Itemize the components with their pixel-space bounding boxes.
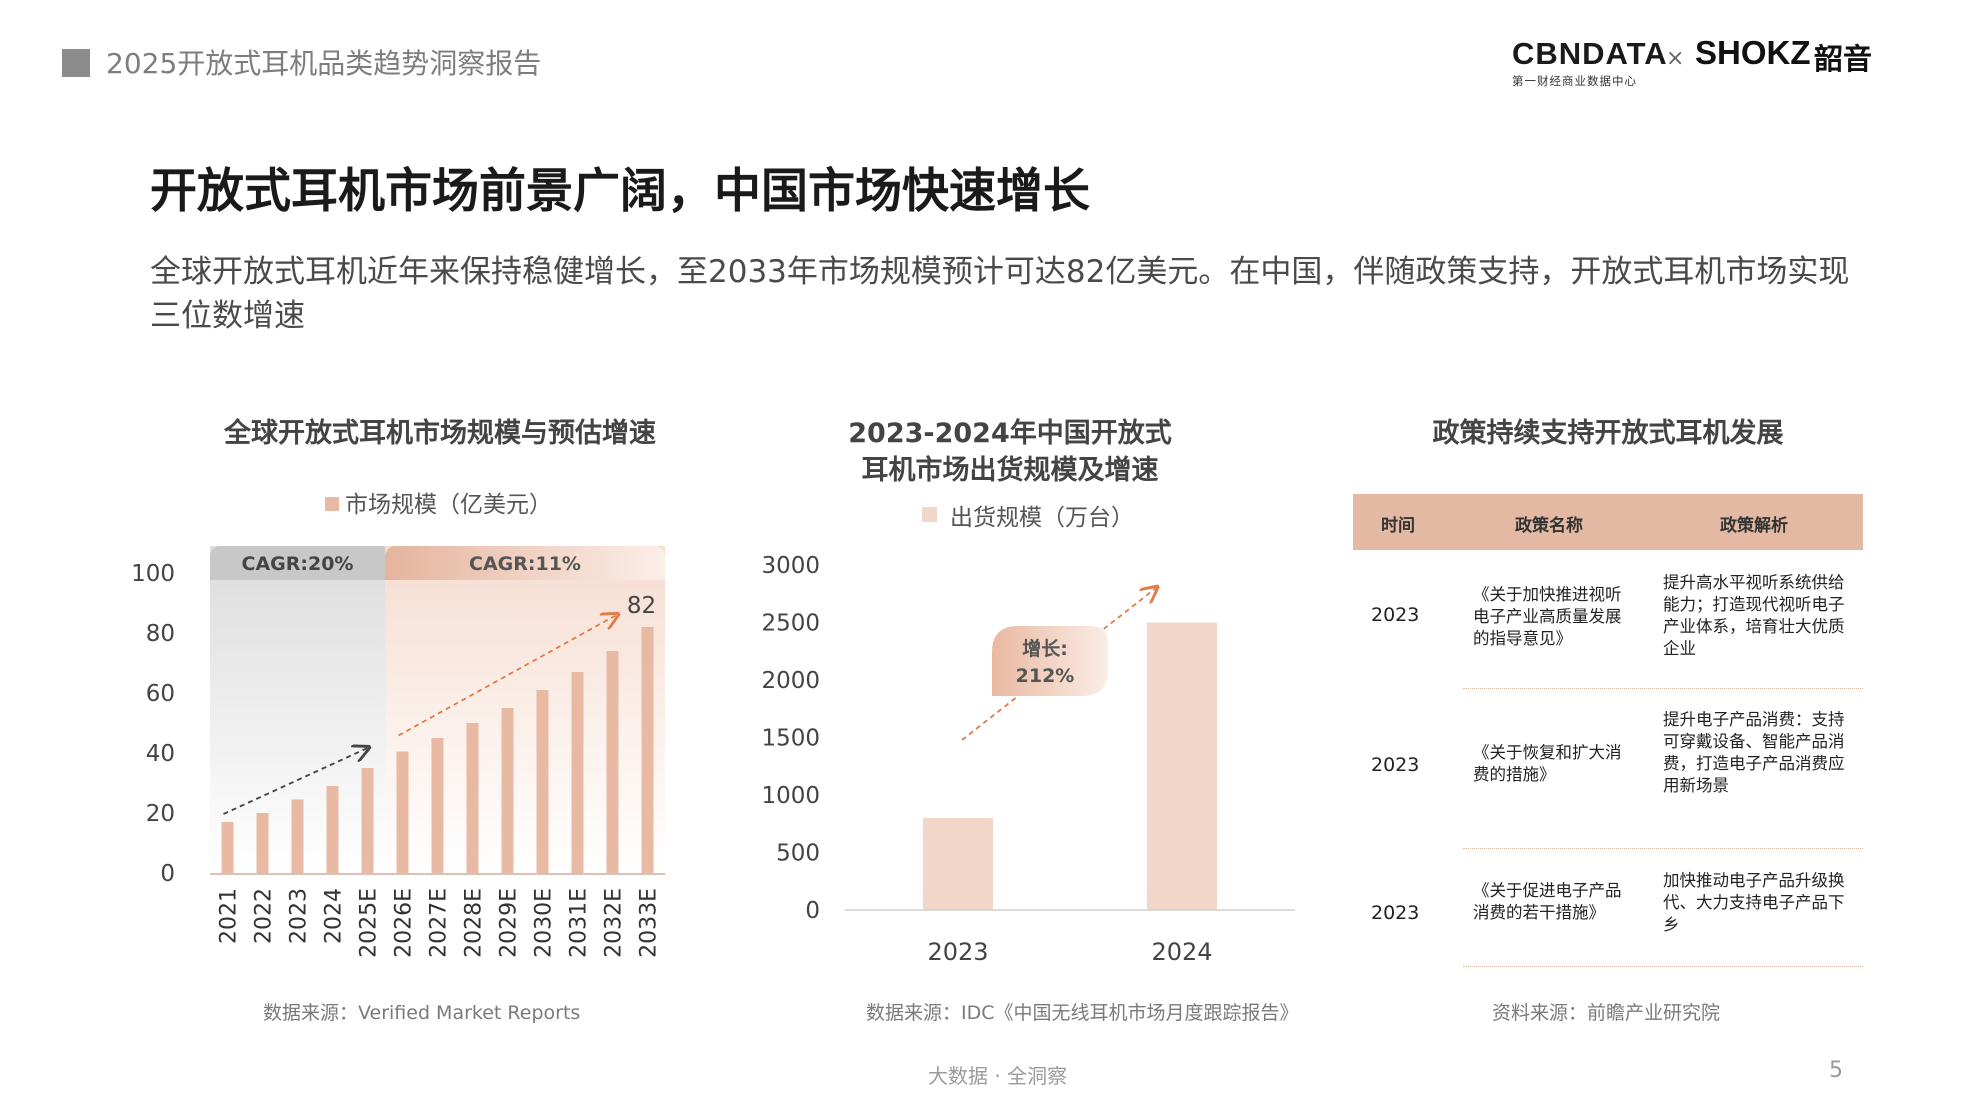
header-time: 时间 <box>1381 516 1415 536</box>
y-tick-label: 1000 <box>761 783 820 809</box>
x-tick-label: 2021 <box>217 888 242 944</box>
footer-slogan: 大数据 · 全洞察 <box>928 1064 1068 1088</box>
forecast-background <box>385 546 665 873</box>
cagr-label-forecast: CAGR:11% <box>469 553 581 575</box>
bar-2027E <box>431 738 444 873</box>
bar-2023 <box>291 799 304 873</box>
bar-2022 <box>256 813 269 873</box>
cagr-tag-historical <box>210 546 385 580</box>
x-tick-label: 2026E <box>392 888 417 958</box>
y-tick-label: 500 <box>776 841 820 867</box>
y-tick-label: 1500 <box>761 726 820 752</box>
y-tick-label: 40 <box>146 741 175 767</box>
growth-label-line1: 增长: <box>1022 637 1068 660</box>
chart2-title-line1: 2023-2024年中国开放式 <box>848 418 1172 449</box>
row-policy-name: 《关于促进电子产品消费的若干措施》 <box>1473 881 1622 922</box>
x-tick-label: 2023 <box>287 888 312 944</box>
x-tick-label: 2030E <box>532 888 557 958</box>
cagr-label-historical: CAGR:20% <box>242 553 354 575</box>
legend-label: 出货规模（万台） <box>950 505 1134 531</box>
y-tick-label: 3000 <box>761 553 820 579</box>
bar-2031E <box>571 672 584 873</box>
y-tick-label: 2500 <box>761 611 820 637</box>
bar-2025E <box>361 768 374 873</box>
chart1-title: 全球开放式耳机市场规模与预估增速 <box>224 418 656 449</box>
shokz-logo-chinese: 韶音 <box>1814 42 1873 76</box>
data-label-2033E: 82 <box>627 593 656 619</box>
bar-2032E <box>606 651 619 873</box>
header-square-icon <box>62 49 90 77</box>
x-tick-label: 2028E <box>462 888 487 958</box>
header-policy-analysis: 政策解析 <box>1720 516 1788 536</box>
x-tick-label: 2033E <box>637 888 662 958</box>
x-tick-label: 2027E <box>427 888 452 958</box>
trend-arrow-forecast <box>398 615 617 737</box>
bar-2028E <box>466 723 479 873</box>
x-tick-label: 2024 <box>1151 938 1212 966</box>
x-tick-label: 2029E <box>497 888 522 958</box>
page-subtitle: 全球开放式耳机近年来保持稳健增长，至2033年市场规模预计可达82亿美元。在中国… <box>150 254 1850 334</box>
x-tick-label: 2022 <box>252 888 277 944</box>
y-tick-label: 20 <box>146 801 175 827</box>
x-tick-label: 2024 <box>322 888 347 944</box>
bar-2033E <box>641 627 654 873</box>
row-divider <box>1463 966 1863 967</box>
row-policy-desc: 提升电子产品消费：支持可穿戴设备、智能产品消费，打造电子产品消费应用新场景 <box>1663 710 1845 795</box>
y-tick-label: 100 <box>131 561 175 587</box>
row-year: 2023 <box>1371 604 1420 626</box>
row-policy-desc: 加快推动电子产品升级换代、大力支持电子产品下乡 <box>1663 871 1845 934</box>
bar-2024 <box>326 786 339 873</box>
bar-2021 <box>221 822 234 873</box>
china-shipment-chart: 出货规模（万台） 0 500 1000 1500 2000 2500 3000 2023 2024… <box>761 505 1295 966</box>
row-policy-desc: 提升高水平视听系统供给能力；打造现代视听电子产业体系，培育壮大优质企业 <box>1663 573 1845 658</box>
chart2-title-line2: 耳机市场出货规模及增速 <box>861 455 1159 486</box>
x-tick-label: 2032E <box>602 888 627 958</box>
y-tick-label: 2000 <box>761 668 820 694</box>
bar-2024 <box>1147 622 1217 910</box>
row-policy-name: 《关于加快推进视听电子产业高质量发展的指导意见》 <box>1473 585 1622 648</box>
legend-label: 市场规模（亿美元） <box>345 492 552 518</box>
chart1-source: 数据来源：Verified Market Reports <box>263 1002 581 1024</box>
growth-label-line2: 212% <box>1016 665 1075 687</box>
bar-2029E <box>501 708 514 873</box>
report-title: 2025开放式耳机品类趋势洞察报告 <box>106 47 542 80</box>
x-tick-label: 2025E <box>357 888 382 958</box>
bar-2023 <box>923 818 993 910</box>
legend-swatch <box>325 497 339 511</box>
x-tick-label: 2023 <box>927 938 988 966</box>
page-title: 开放式耳机市场前景广阔，中国市场快速增长 <box>150 164 1090 219</box>
cagr-tag-forecast <box>385 546 665 580</box>
bar-2026E <box>396 751 409 873</box>
y-tick-label: 0 <box>805 898 820 924</box>
shokz-logo: SHOKZ <box>1695 34 1811 71</box>
policy-table-header: 时间 政策名称 政策解析 <box>1353 494 1863 550</box>
header-policy-name: 政策名称 <box>1515 516 1583 536</box>
y-tick-label: 0 <box>160 861 175 887</box>
policy-source: 资料来源：前瞻产业研究院 <box>1492 1002 1721 1024</box>
y-tick-label: 80 <box>146 621 175 647</box>
row-policy-name: 《关于恢复和扩大消费的措施》 <box>1473 743 1622 784</box>
global-market-chart: 市场规模（亿美元） CAGR:20% CAGR:11% 0 20 40 60 80 100 202… <box>131 492 665 958</box>
growth-tag <box>992 626 1108 696</box>
x-tick-label: 2031E <box>567 888 592 958</box>
cbndata-logo-subtitle: 第一财经商业数据中心 <box>1512 74 1637 88</box>
page-number: 5 <box>1829 1058 1843 1083</box>
chart2-source: 数据来源：IDC《中国无线耳机市场月度跟踪报告》 <box>866 1002 1299 1024</box>
cbndata-logo: CBNDATA <box>1512 36 1668 71</box>
row-divider <box>1463 688 1863 689</box>
row-year: 2023 <box>1371 754 1420 776</box>
row-divider <box>1463 848 1863 849</box>
policy-title: 政策持续支持开放式耳机发展 <box>1432 418 1784 449</box>
legend-swatch <box>922 507 937 522</box>
logo-separator: × <box>1666 46 1685 71</box>
y-tick-label: 60 <box>146 681 175 707</box>
row-year: 2023 <box>1371 902 1420 924</box>
bar-2030E <box>536 690 549 873</box>
